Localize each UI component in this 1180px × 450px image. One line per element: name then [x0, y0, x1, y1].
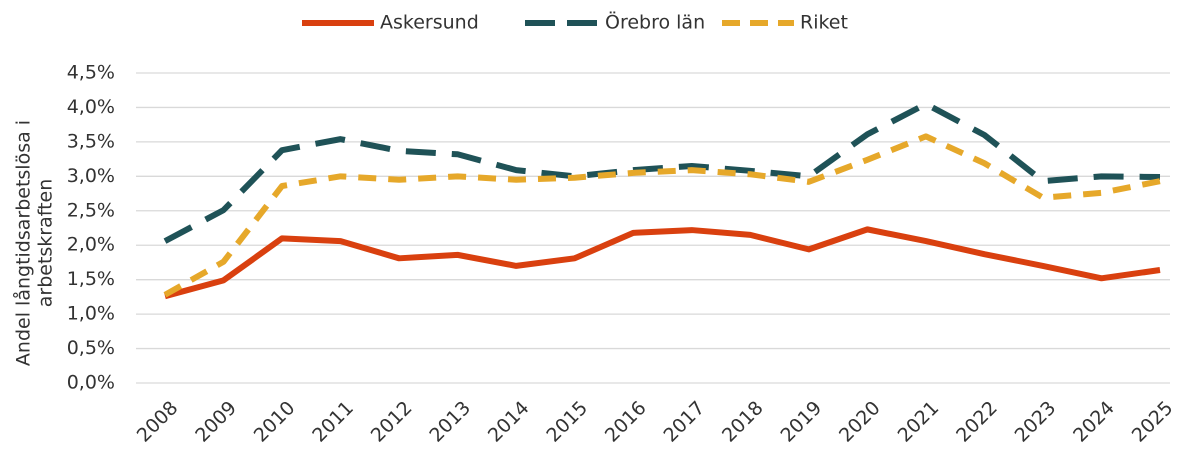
line-series [163, 101, 1161, 244]
x-tick-label: 2011 [308, 397, 358, 447]
y-tick-label: 0,0% [67, 372, 115, 394]
y-tick-label: 4,5% [67, 62, 115, 84]
x-tick-label: 2022 [952, 397, 1002, 447]
y-tick-label: 2,0% [67, 234, 115, 256]
y-tick-label: 1,0% [67, 303, 115, 325]
legend-label: Askersund [380, 12, 479, 34]
x-tick-label: 2014 [484, 397, 534, 447]
x-tick-label: 2025 [1128, 397, 1178, 447]
y-tick-label: 1,5% [67, 268, 115, 290]
x-tick-label: 2016 [601, 397, 651, 447]
line-series [164, 226, 1161, 300]
line-series [163, 133, 1161, 298]
y-tick-label: 2,5% [67, 199, 115, 221]
y-axis-label: arbetskraften [35, 179, 57, 308]
x-tick-label: 2017 [659, 397, 709, 447]
x-tick-label: 2023 [1011, 397, 1061, 447]
x-tick-label: 2009 [191, 397, 241, 447]
x-tick-label: 2020 [835, 397, 885, 447]
y-tick-label: 3,0% [67, 165, 115, 187]
x-tick-label: 2008 [133, 397, 183, 447]
x-tick-label: 2010 [250, 397, 300, 447]
x-tick-label: 2024 [1069, 397, 1119, 447]
y-axis-label: Andel långtidsarbetslösa i [12, 120, 35, 366]
legend-label: Örebro län [605, 11, 705, 34]
x-tick-label: 2012 [367, 397, 417, 447]
y-tick-label: 4,0% [67, 96, 115, 118]
legend-label: Riket [800, 12, 848, 34]
x-tick-label: 2013 [425, 397, 475, 447]
x-tick-label: 2015 [542, 397, 592, 447]
y-tick-label: 3,5% [67, 130, 115, 152]
x-tick-label: 2021 [894, 397, 944, 447]
x-tick-label: 2018 [718, 397, 768, 447]
y-tick-label: 0,5% [67, 337, 115, 359]
x-tick-label: 2019 [776, 397, 826, 447]
